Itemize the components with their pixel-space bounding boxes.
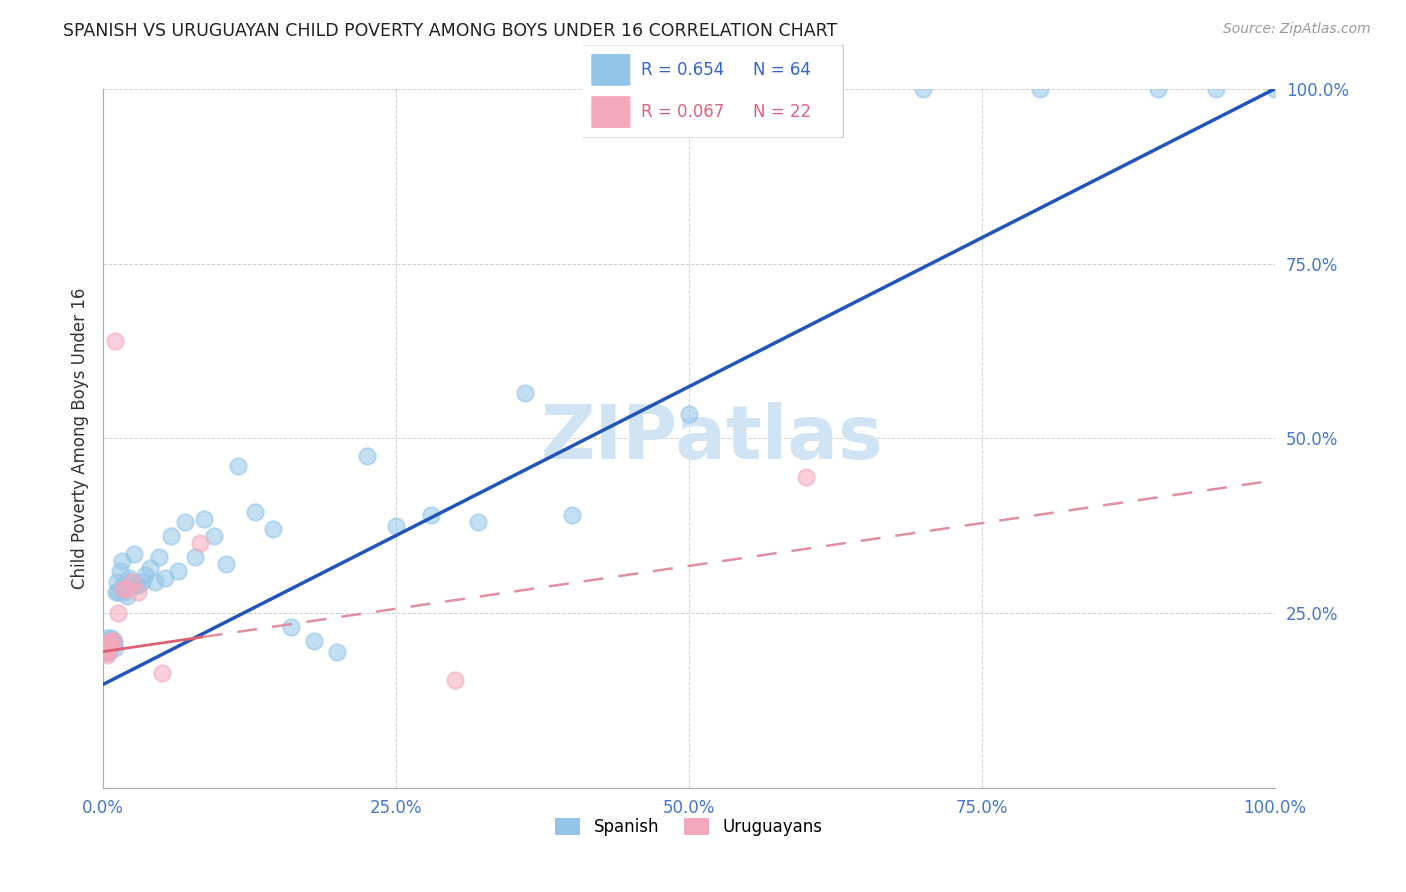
Point [107,606,129,620]
Point [112,578,135,592]
Point [94,644,117,658]
Text: SPANISH VS URUGUAYAN CHILD POVERTY AMONG BOYS UNDER 16 CORRELATION CHART: SPANISH VS URUGUAYAN CHILD POVERTY AMONG… [63,22,838,40]
Point [100,638,122,652]
Point [96,644,118,658]
Point [110,582,132,596]
Point [1264,82,1286,96]
Point [94,644,117,658]
Point [160,529,183,543]
Point [326,644,349,658]
Point [107,585,129,599]
Point [134,567,156,582]
Point [193,512,215,526]
Point [105,585,128,599]
Point [104,641,127,656]
Point [443,673,465,687]
Point [204,529,226,543]
Point [96,641,118,656]
Point [93,644,115,658]
Point [420,508,443,523]
Point [215,557,238,571]
Point [97,638,120,652]
Point [183,550,205,565]
Point [226,459,249,474]
Point [513,386,536,401]
Point [280,620,302,634]
Point [97,644,120,658]
Point [127,585,149,599]
Point [98,641,121,656]
FancyBboxPatch shape [581,45,844,138]
Point [94,641,117,656]
Text: ZIPatlas: ZIPatlas [541,402,883,475]
Point [111,554,134,568]
Point [115,589,138,603]
Point [120,574,142,589]
Point [98,634,121,648]
Point [118,571,141,585]
Text: Source: ZipAtlas.com: Source: ZipAtlas.com [1223,22,1371,37]
Point [101,634,124,648]
Point [127,578,149,592]
Point [125,578,148,592]
Point [245,505,267,519]
Point [174,515,197,529]
Point [131,574,153,589]
Point [155,571,177,585]
Point [96,648,118,662]
Point [115,582,138,596]
Point [93,644,115,658]
Point [98,634,121,648]
Point [105,574,128,589]
Point [101,638,124,652]
Text: R = 0.654: R = 0.654 [641,61,724,78]
Point [112,585,135,599]
Point [561,508,583,523]
FancyBboxPatch shape [592,54,630,86]
Point [467,515,489,529]
Legend: Spanish, Uruguayans: Spanish, Uruguayans [548,811,830,842]
Point [1146,82,1168,96]
Point [100,631,122,645]
Point [97,644,120,658]
Text: N = 64: N = 64 [752,61,810,78]
Point [98,641,121,656]
Point [94,641,117,656]
Point [190,536,212,550]
Point [98,641,121,656]
Point [148,550,170,565]
Point [108,564,131,578]
Point [98,634,121,648]
Point [93,641,115,656]
Y-axis label: Child Poverty Among Boys Under 16: Child Poverty Among Boys Under 16 [72,288,89,589]
Point [104,334,127,348]
Point [122,547,145,561]
Point [1029,82,1052,96]
Point [121,574,143,589]
Point [912,82,935,96]
Point [150,665,173,680]
Point [143,574,166,589]
Point [794,470,817,484]
Point [356,449,378,463]
Point [678,407,700,421]
Point [139,560,162,574]
Point [302,634,325,648]
Point [97,638,120,652]
Text: N = 22: N = 22 [752,103,811,121]
Point [794,82,817,96]
Point [112,582,135,596]
Point [93,641,115,656]
Text: R = 0.067: R = 0.067 [641,103,724,121]
Point [1205,82,1227,96]
Point [103,634,125,648]
Point [167,564,190,578]
FancyBboxPatch shape [592,96,630,128]
Point [385,518,408,533]
Point [96,631,118,645]
Point [96,641,118,656]
Point [101,634,124,648]
Point [262,522,284,536]
